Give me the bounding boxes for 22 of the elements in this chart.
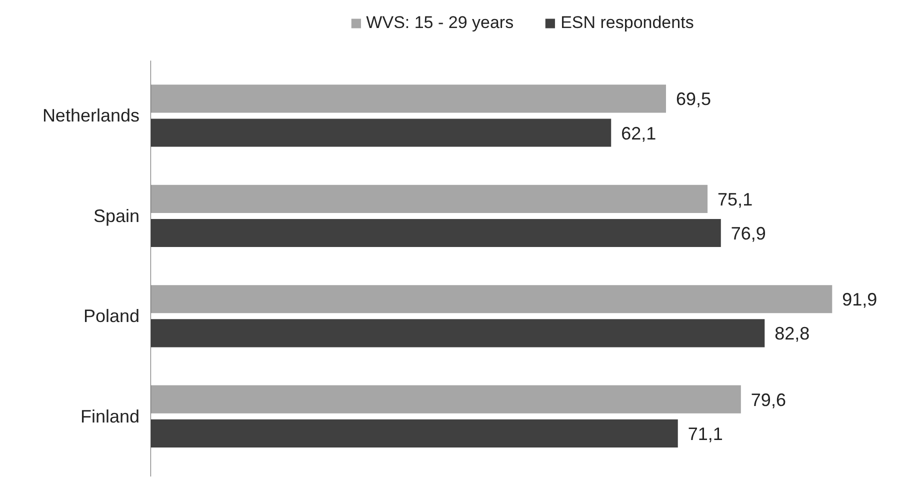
data-label: 82,8 [774, 324, 810, 344]
bar [150, 285, 832, 314]
y-tick-label: Finland [80, 406, 140, 426]
bar [150, 84, 666, 113]
data-label: 71,1 [688, 424, 723, 444]
y-tick-label: Netherlands [42, 106, 140, 126]
data-label: 91,9 [842, 290, 878, 310]
bar [150, 319, 765, 348]
bar [150, 218, 721, 248]
bar [150, 385, 741, 414]
data-label: 79,6 [750, 390, 786, 410]
y-tick-label: Spain [93, 206, 140, 226]
data-label: 76,9 [730, 223, 766, 244]
y-tick-label: Poland [83, 306, 140, 326]
data-label: 69,5 [676, 89, 712, 110]
data-label: 75,1 [718, 189, 753, 210]
bar [150, 419, 678, 448]
legend-label: WVS: 15 - 29 years [366, 13, 514, 33]
data-label: 62,1 [621, 123, 656, 144]
legend-label: ESN respondents [560, 13, 694, 33]
bar [150, 118, 612, 147]
bar [150, 184, 708, 213]
